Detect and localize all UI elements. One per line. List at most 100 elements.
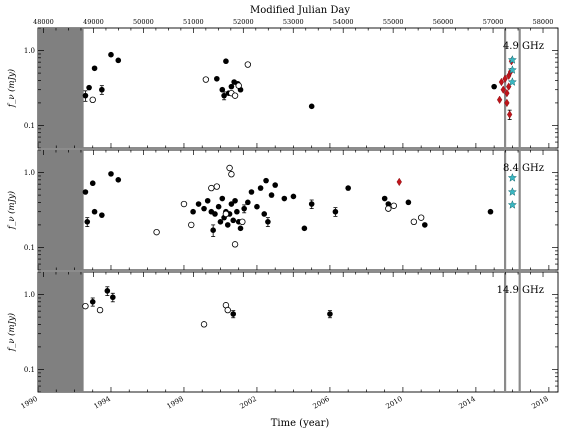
filled-point bbox=[405, 199, 412, 206]
top-tick-label: 57000 bbox=[483, 18, 504, 26]
diamond-point bbox=[504, 98, 510, 108]
open-point bbox=[410, 218, 418, 226]
open-point bbox=[390, 202, 397, 209]
diamond-point bbox=[498, 77, 505, 87]
open-point bbox=[82, 302, 89, 310]
filled-point bbox=[217, 219, 224, 225]
panel-3-ylabel: f_ν (mJy) bbox=[6, 313, 17, 352]
panel-1-ylabel: f_ν (mJy) bbox=[6, 69, 17, 108]
filled-point bbox=[290, 193, 297, 200]
panel-overlays bbox=[38, 28, 521, 392]
top-tick-label: 52000 bbox=[233, 18, 254, 26]
filled-point bbox=[110, 294, 116, 301]
shaded-region bbox=[38, 28, 84, 148]
star-point bbox=[507, 199, 518, 209]
open-point bbox=[96, 306, 104, 314]
top-tick-label: 48000 bbox=[33, 18, 54, 26]
filled-point bbox=[261, 211, 268, 217]
filled-point bbox=[381, 195, 388, 202]
filled-point bbox=[237, 225, 244, 232]
open-point bbox=[244, 61, 252, 68]
filled-point bbox=[263, 177, 269, 184]
panel-frames bbox=[37, 27, 559, 393]
top-tick-label: 55000 bbox=[383, 18, 404, 26]
bottom-tick-label: 2006 bbox=[311, 395, 331, 411]
filled-point bbox=[104, 288, 111, 294]
open-point bbox=[213, 183, 221, 190]
diamond-point bbox=[396, 177, 402, 187]
filled-point bbox=[228, 83, 235, 90]
filled-point bbox=[257, 185, 264, 191]
open-point bbox=[228, 171, 235, 178]
filled-point bbox=[228, 201, 235, 207]
panel-2-label: 8.4 GHz bbox=[503, 163, 544, 174]
open-point bbox=[231, 92, 239, 99]
open-point bbox=[208, 184, 215, 192]
diamond-point bbox=[507, 110, 513, 119]
top-tick-label: 53000 bbox=[283, 18, 304, 26]
filled-point bbox=[115, 57, 122, 64]
top-tick-label: 58000 bbox=[533, 18, 554, 26]
filled-point bbox=[108, 171, 114, 177]
filled-point bbox=[245, 199, 251, 206]
diamond-point bbox=[502, 74, 508, 83]
diamond-point bbox=[504, 88, 510, 98]
filled-point bbox=[308, 201, 315, 207]
open-point bbox=[231, 241, 239, 248]
filled-point bbox=[422, 222, 428, 228]
filled-point bbox=[99, 212, 105, 218]
open-point bbox=[224, 306, 231, 314]
filled-point bbox=[223, 58, 229, 65]
filled-point bbox=[190, 208, 196, 215]
open-point bbox=[222, 210, 230, 218]
filled-point bbox=[195, 201, 202, 207]
diamond-point bbox=[496, 95, 503, 104]
open-point bbox=[89, 96, 96, 104]
filled-point bbox=[345, 185, 351, 191]
filled-point bbox=[91, 208, 98, 215]
y-tick-label: 0.1 bbox=[24, 122, 35, 130]
filled-point bbox=[204, 197, 211, 204]
star-point bbox=[507, 172, 518, 182]
open-point bbox=[226, 164, 233, 172]
star-point bbox=[507, 187, 518, 196]
shaded-region bbox=[38, 272, 84, 392]
shaded-region bbox=[38, 150, 84, 270]
star-point bbox=[507, 55, 518, 64]
filled-point bbox=[241, 205, 247, 212]
filled-point bbox=[108, 51, 114, 58]
filled-point bbox=[89, 299, 96, 305]
top-tick-label: 49000 bbox=[83, 18, 104, 26]
open-point bbox=[153, 228, 160, 236]
filled-point bbox=[91, 65, 98, 72]
filled-point bbox=[210, 227, 216, 233]
filled-point bbox=[219, 86, 226, 93]
filled-point bbox=[272, 182, 278, 188]
bottom-tick-label: 1998 bbox=[166, 395, 185, 411]
bottom-axis-title: Time (year) bbox=[271, 418, 330, 429]
star-point bbox=[507, 65, 518, 74]
filled-point bbox=[327, 311, 333, 317]
filled-point bbox=[385, 201, 392, 207]
bottom-tick-label: 2002 bbox=[239, 395, 258, 411]
bottom-tick-label: 2018 bbox=[530, 395, 549, 411]
filled-point bbox=[487, 208, 494, 215]
filled-point bbox=[99, 86, 105, 93]
y-tick-label: 0.1 bbox=[24, 366, 35, 374]
top-tick-label: 50000 bbox=[133, 18, 154, 26]
open-point bbox=[239, 218, 246, 226]
filled-point bbox=[221, 92, 227, 99]
y-tick-label: 0.1 bbox=[24, 244, 35, 252]
filled-point bbox=[86, 84, 92, 91]
filled-point bbox=[308, 103, 315, 110]
filled-point bbox=[232, 197, 238, 204]
open-point bbox=[235, 82, 242, 89]
open-point bbox=[200, 321, 208, 328]
filled-point bbox=[281, 195, 288, 202]
filled-point bbox=[332, 208, 339, 215]
open-point bbox=[385, 205, 392, 212]
filled-point bbox=[214, 75, 220, 82]
filled-point bbox=[224, 222, 231, 228]
filled-point bbox=[219, 195, 226, 202]
